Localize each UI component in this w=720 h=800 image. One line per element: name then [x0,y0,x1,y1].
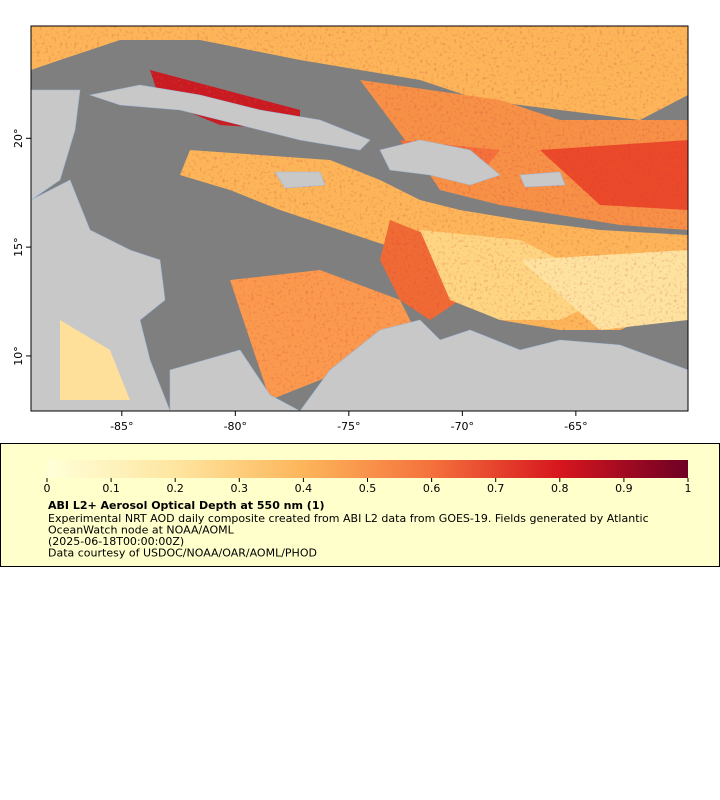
land [31,84,688,411]
colorbar-tick-label: 0.6 [423,482,441,495]
x-tick-label: -85° [110,420,133,433]
y-tick-label: 20° [12,129,25,149]
colorbar-tick-label: 0.1 [102,482,120,495]
colorbar-tick-label: 0 [44,482,51,495]
x-tick-label: -65° [564,420,587,433]
legend-line: OceanWatch node at NOAA/AOML [48,524,235,537]
y-tick-label: 15° [12,237,25,256]
x-tick-label: -80° [224,420,247,433]
legend-line: Experimental NRT AOD daily composite cre… [48,512,649,525]
y-tick-label: 10° [12,346,25,366]
colorbar-tick-label: 0.9 [615,482,633,495]
colorbar-tick-label: 0.2 [166,482,184,495]
colorbar-tick-label: 0.3 [231,482,249,495]
colorbar-tick-label: 1 [685,482,692,495]
legend-line: (2025-06-18T00:00:00Z) [48,535,184,548]
legend-line: Data courtesy of USDOC/NOAA/OAR/AOML/PHO… [48,547,317,560]
map-image [31,26,688,411]
colorbar-tick-label: 0.4 [295,482,313,495]
colorbar-tick-label: 0.5 [359,482,377,495]
legend-title: ABI L2+ Aerosol Optical Depth at 550 nm … [48,499,325,512]
x-tick-label: -70° [451,420,474,433]
colorbar-tick-label: 0.7 [487,482,505,495]
colorbar-tick-label: 0.8 [551,482,569,495]
colorbar [47,460,688,478]
x-tick-label: -75° [337,420,360,433]
map-border [30,25,689,412]
